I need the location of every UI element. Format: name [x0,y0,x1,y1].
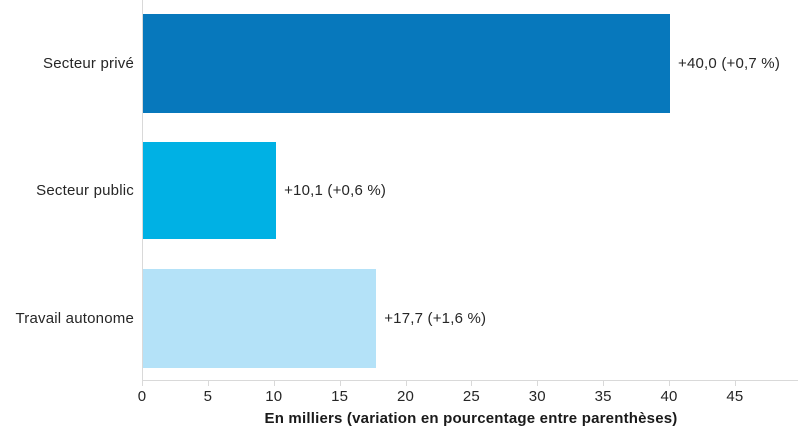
tick-label: 5 [203,388,213,405]
tick-label: 30 [528,388,546,405]
tick-label: 20 [396,388,415,405]
bar-secteur-prive [143,14,670,113]
tick-mark [603,380,605,386]
tick-mark [207,380,209,386]
tick-label: 40 [660,388,678,405]
tick-label: 45 [726,388,744,405]
bar-row: Secteur privé +40,0 (+0,7 %) [0,14,800,113]
category-label: Travail autonome [15,310,134,327]
value-label: +40,0 (+0,7 %) [678,55,781,72]
tick-mark [734,380,736,386]
x-axis-title: En milliers (variation en pourcentage en… [264,410,678,427]
y-axis-line [142,0,143,380]
x-axis-ticks: 0 5 10 15 20 25 30 35 40 45 [138,380,800,410]
tick-mark [339,380,341,386]
bar-travail-autonome [143,269,377,368]
bar-row: Travail autonome +17,7 (+1,6 %) [0,269,800,368]
tick-label: 35 [594,388,612,405]
tick-mark [669,380,670,386]
tick-label: 10 [265,388,283,405]
category-label: Secteur public [36,182,134,199]
tick-mark [471,380,473,386]
tick-mark [537,380,539,386]
tick-label: 0 [137,388,147,405]
category-label: Secteur privé [43,55,134,72]
value-label: +10,1 (+0,6 %) [284,182,387,199]
tick-label: 15 [331,388,349,405]
tick-label: 25 [462,388,480,405]
tick-mark [405,380,407,386]
value-label: +17,7 (+1,6 %) [384,310,487,327]
bar-row: Secteur public +10,1 (+0,6 %) [0,142,800,239]
tick-mark [142,380,143,386]
x-axis-line [142,380,798,381]
bar-secteur-public [143,142,277,239]
tick-mark [273,380,275,386]
